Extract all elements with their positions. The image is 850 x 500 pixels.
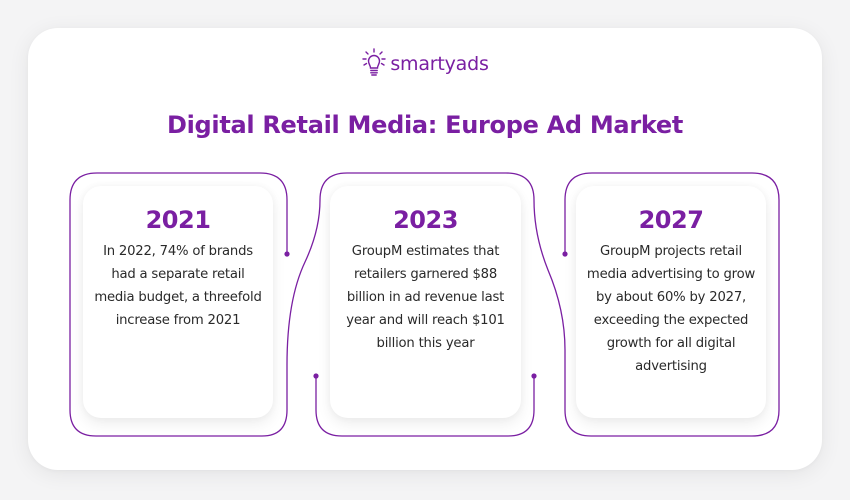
card-description: GroupM estimates that retailers garnered… xyxy=(346,244,505,351)
timeline-card-2023: 2023 GroupM estimates that retailers gar… xyxy=(330,186,521,418)
connector-dot-2 xyxy=(313,373,319,379)
logo: smartyads xyxy=(0,48,850,78)
timeline-card-2027: 2027 GroupM projects retail media advert… xyxy=(576,186,766,418)
card-description: GroupM projects retail media advertising… xyxy=(586,244,756,374)
card-year: 2021 xyxy=(145,206,211,234)
card-year: 2027 xyxy=(638,206,704,234)
connector-dot-1 xyxy=(284,251,290,257)
connector-dot-4 xyxy=(562,251,568,257)
connector-dot-3 xyxy=(531,373,537,379)
page-title: Digital Retail Media: Europe Ad Market xyxy=(166,111,684,139)
card-description: In 2022, 74% of brands had a separate re… xyxy=(94,244,262,328)
card-1-outline xyxy=(69,172,780,437)
card-year: 2023 xyxy=(393,206,458,234)
timeline-card-2021: 2021 In 2022, 74% of brands had a separa… xyxy=(83,186,273,418)
lightbulb-icon xyxy=(361,48,387,78)
card-2-outline xyxy=(315,376,535,437)
logo-text: smartyads xyxy=(390,52,489,75)
